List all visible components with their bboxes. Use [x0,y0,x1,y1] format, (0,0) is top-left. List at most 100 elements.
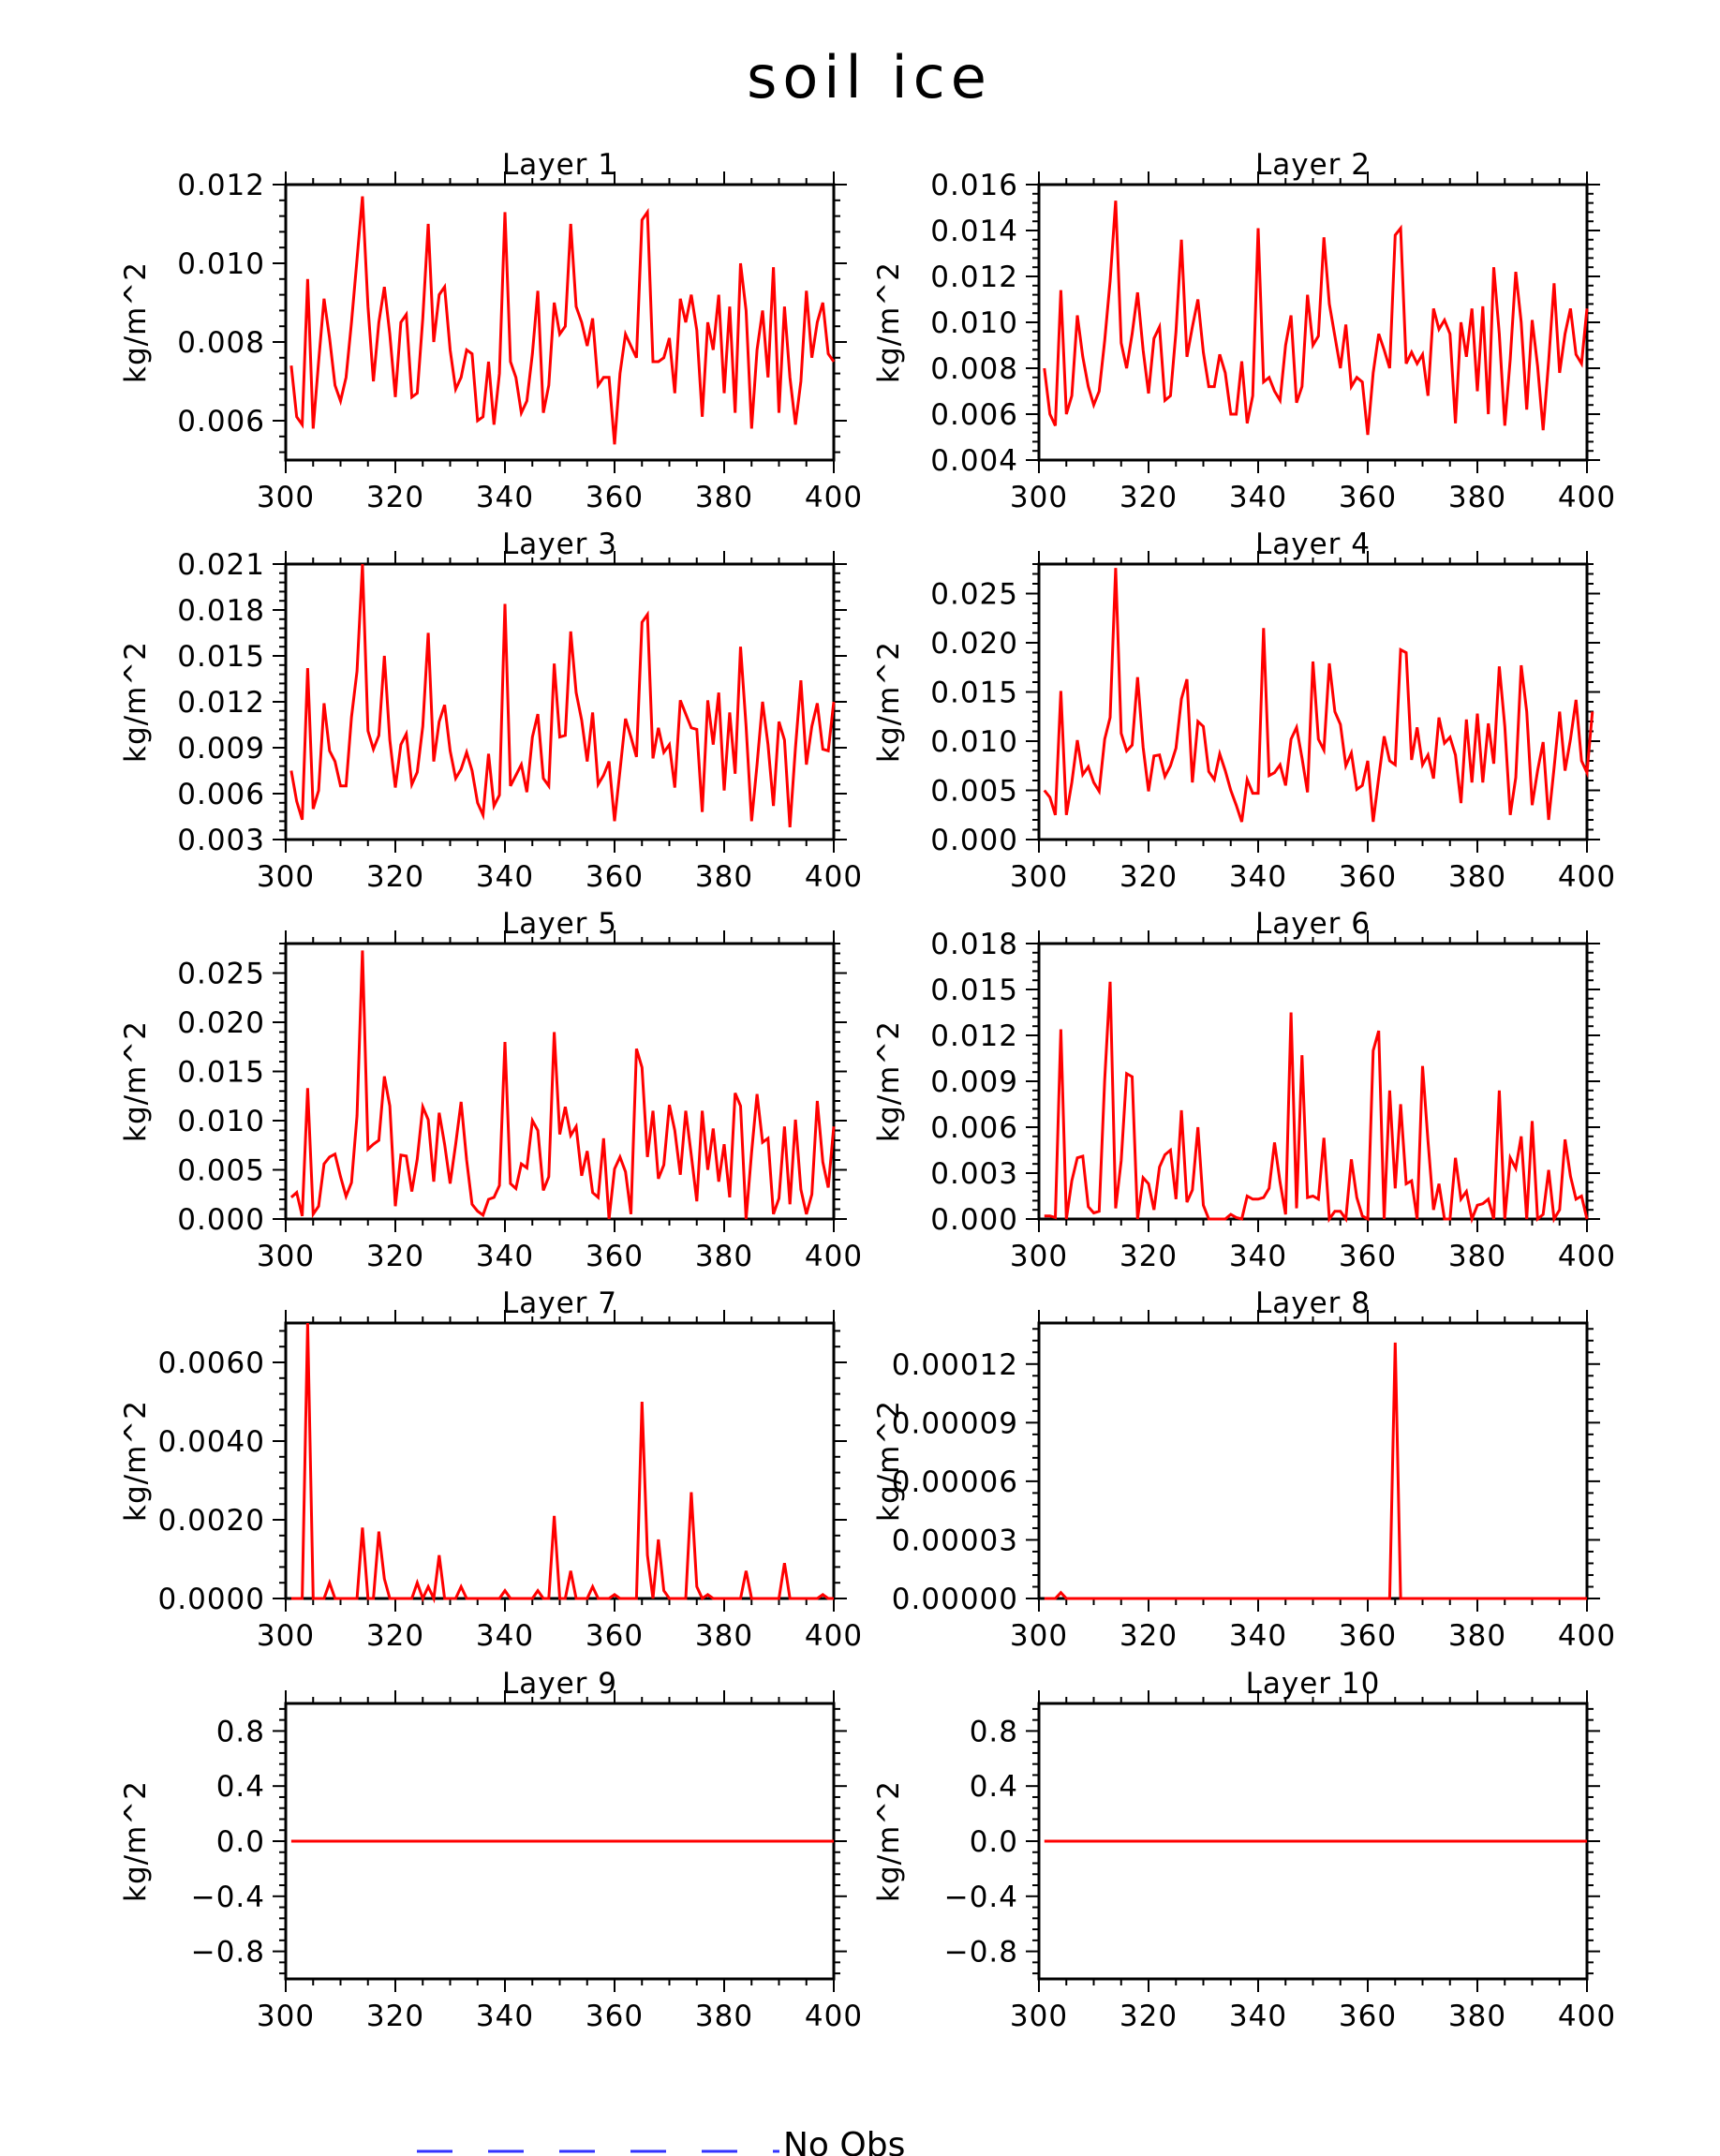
layer-3-x-tick-label: 380 [695,860,753,894]
layer-3-y-axis-label: kg/m^2 [119,641,153,763]
layer-9-x-tick-label: 380 [695,2000,753,2033]
layer-2-series-line [1043,201,1589,436]
layer-4-panel: Layer 4 kg/m^2 300 320 340 360 380 400 0.000 0.00… [872,528,1615,894]
layer-5-y-tick-label: 0.000 [177,1203,265,1237]
layer-3-y-tick-label: 0.012 [177,686,265,720]
layer-10-y-tick-label: 0.0 [970,1825,1018,1859]
layer-1-x-tick-label: 400 [805,481,863,514]
layer-8-y-tick-label: 0.00003 [892,1524,1018,1557]
layer-8-x-tick-label: 400 [1558,1619,1616,1653]
layer-5-plot-frame [284,942,836,1221]
layer-9-y-tick-label: 0.4 [216,1770,265,1804]
layer-2-x-tick-label: 360 [1339,481,1397,514]
layer-10-x-tick-label: 300 [1010,2000,1068,2033]
layer-6-y-tick-label: 0.009 [930,1065,1018,1099]
layer-1-y-tick-label: 0.012 [177,169,265,202]
layer-8-y-tick-label: 0.00009 [892,1406,1018,1440]
layer-2-panel: Layer 2 kg/m^2 300 320 340 360 380 400 0.004 0.00… [872,148,1615,514]
layer-3-x-tick-label: 300 [257,860,315,894]
layer-4-title: Layer 4 [1255,528,1371,561]
layer-3-x-tick-label: 340 [476,860,534,894]
layer-5-series-line [289,950,836,1220]
layer-2-x-tick-label: 340 [1229,481,1287,514]
layer-4-y-tick-label: 0.015 [930,677,1018,710]
layer-7-x-tick-label: 360 [586,1619,644,1653]
layer-5-x-tick-label: 400 [805,1240,863,1273]
layer-4-y-tick-label: 0.010 [930,725,1018,759]
layer-5-y-tick-label: 0.010 [177,1105,265,1138]
layer-10-y-axis-label: kg/m^2 [872,1780,906,1902]
layer-4-series-line [1043,568,1594,823]
layer-9-x-tick-label: 300 [257,2000,315,2033]
layer-3-y-tick-label: 0.018 [177,594,265,628]
layer-10-x-tick-label: 380 [1448,2000,1506,2033]
layer-1-x-tick-label: 320 [366,481,424,514]
layer-8-y-tick-label: 0.00000 [892,1583,1018,1616]
layer-9-x-tick-label: 340 [476,2000,534,2033]
layer-6-x-tick-label: 300 [1010,1240,1068,1273]
layer-1-x-tick-label: 300 [257,481,315,514]
layer-2-title: Layer 2 [1255,148,1371,182]
layer-2-y-tick-label: 0.008 [930,352,1018,386]
layer-6-y-axis-label: kg/m^2 [872,1020,906,1142]
layer-3-x-tick-label: 360 [586,860,644,894]
layer-10-y-tick-label: 0.8 [970,1715,1018,1748]
layer-10-x-tick-label: 360 [1339,2000,1397,2033]
layer-7-plot-frame [284,1321,836,1600]
layer-1-panel: Layer 1 kg/m^2 300 320 340 360 380 400 0.006 0.00… [119,148,863,514]
layer-10-x-tick-label: 340 [1229,2000,1287,2033]
layer-8-x-tick-label: 380 [1448,1619,1506,1653]
layer-5-y-axis-label: kg/m^2 [119,1020,153,1142]
layer-7-x-tick-label: 400 [805,1619,863,1653]
layer-1-title: Layer 1 [502,148,617,182]
layer-1-y-tick-label: 0.008 [177,326,265,360]
layer-5-y-tick-label: 0.005 [177,1154,265,1188]
figure-title: soil ice [747,43,992,112]
layer-1-x-tick-label: 340 [476,481,534,514]
layer-9-y-tick-label: −0.8 [191,1936,265,1970]
layer-2-y-tick-label: 0.006 [930,398,1018,432]
layer-6-y-tick-label: 0.018 [930,928,1018,961]
layer-10-y-tick-label: −0.8 [944,1936,1018,1970]
layer-5-x-tick-label: 380 [695,1240,753,1273]
layer-10-y-tick-label: −0.4 [944,1881,1018,1914]
layer-1-x-tick-label: 360 [586,481,644,514]
layer-8-series-line [1044,1342,1587,1600]
layer-9-y-axis-label: kg/m^2 [119,1780,153,1902]
layer-9-y-tick-label: 0.0 [216,1825,265,1859]
layer-7-y-axis-label: kg/m^2 [119,1400,153,1522]
layer-9-title: Layer 9 [502,1667,617,1701]
layer-7-y-tick-label: 0.0040 [158,1425,265,1459]
layer-10-y-tick-label: 0.4 [970,1770,1018,1804]
layer-4-y-tick-label: 0.005 [930,775,1018,809]
layer-8-title: Layer 8 [1255,1286,1371,1320]
layer-2-x-tick-label: 320 [1119,481,1178,514]
layer-6-panel: Layer 6 kg/m^2 300 320 340 360 380 400 0.000 0.00… [872,907,1615,1273]
layer-10-x-tick-label: 400 [1558,2000,1616,2033]
layer-4-x-tick-label: 320 [1119,860,1178,894]
layer-8-plot-frame [1037,1321,1589,1600]
layer-8-x-tick-label: 300 [1010,1619,1068,1653]
layer-1-y-tick-label: 0.010 [177,247,265,281]
layer-3-y-tick-label: 0.009 [177,732,265,766]
layer-1-x-tick-label: 380 [695,481,753,514]
layer-5-title: Layer 5 [502,907,617,941]
layer-4-x-tick-label: 340 [1229,860,1287,894]
layer-7-y-tick-label: 0.0020 [158,1504,265,1538]
layer-7-x-tick-label: 300 [257,1619,315,1653]
layer-6-y-tick-label: 0.006 [930,1111,1018,1145]
layer-4-y-tick-label: 0.000 [930,824,1018,857]
layer-4-x-tick-label: 380 [1448,860,1506,894]
layer-7-x-tick-label: 380 [695,1619,753,1653]
layer-9-y-tick-label: 0.8 [216,1715,265,1748]
layer-1-y-tick-label: 0.006 [177,405,265,439]
layer-5-x-tick-label: 320 [366,1240,424,1273]
layer-6-x-tick-label: 380 [1448,1240,1506,1273]
layer-6-x-tick-label: 360 [1339,1240,1397,1273]
layer-3-panel: Layer 3 kg/m^2 300 320 340 360 380 400 0.003 0.00… [119,528,862,894]
layer-7-series-line [290,1322,834,1604]
layer-6-y-tick-label: 0.015 [930,974,1018,1007]
legend: No Obs [417,2126,905,2156]
